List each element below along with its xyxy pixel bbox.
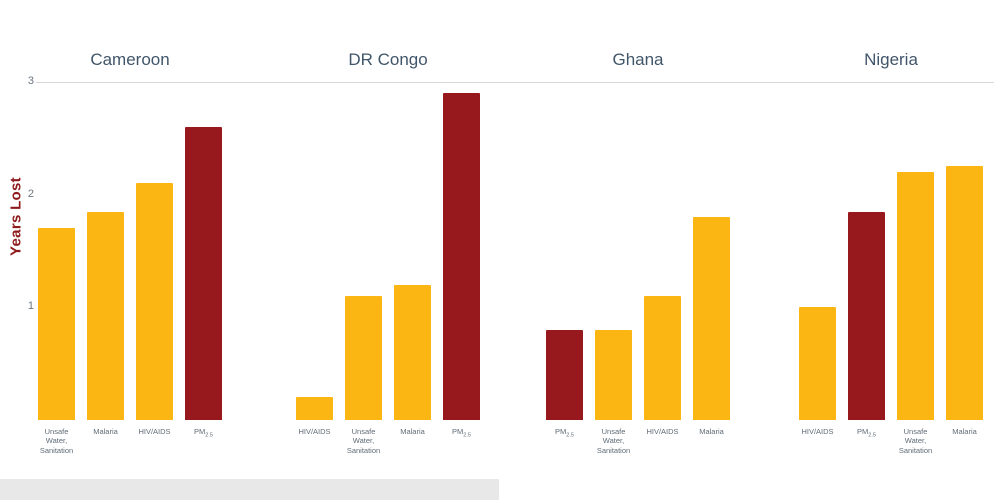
bar-label-malaria: Malaria xyxy=(93,427,118,436)
bar-pm2-5 xyxy=(443,93,480,420)
bar-label-unsafe-water-sanitation: Unsafe Water, Sanitation xyxy=(596,427,631,455)
bar-label-malaria: Malaria xyxy=(952,427,977,436)
country-group-dr-congo: DR Congo HIV/AIDS Unsafe Water, Sanitation… xyxy=(296,0,480,500)
bar-hiv-aids xyxy=(136,183,173,420)
country-title: DR Congo xyxy=(348,50,428,69)
bar-hiv-aids xyxy=(799,307,836,420)
country-group-nigeria: Nigeria HIV/AIDS PM2.5 Unsafe Water, Sanita… xyxy=(799,0,983,500)
bar-pm2-5 xyxy=(185,126,222,420)
bar-label-pm2-5: PM2.5 xyxy=(555,427,574,439)
footer-bar xyxy=(0,479,499,500)
bar-malaria xyxy=(394,284,431,420)
country-group-cameroon: Cameroon Unsafe Water, Sanitation Malaria H… xyxy=(38,0,222,500)
bar-label-unsafe-water-sanitation: Unsafe Water, Sanitation xyxy=(898,427,933,455)
country-title: Cameroon xyxy=(90,50,170,69)
bar-label-hiv-aids: HIV/AIDS xyxy=(801,427,834,436)
bar-hiv-aids xyxy=(644,296,681,420)
bar-malaria xyxy=(87,211,124,420)
bar-unsafe-water-sanitation xyxy=(595,329,632,420)
y-tick-3: 3 xyxy=(27,74,34,87)
y-tick-2: 2 xyxy=(27,187,34,200)
bar-label-pm2-5: PM2.5 xyxy=(857,427,876,439)
bar-label-pm2-5: PM2.5 xyxy=(194,427,213,439)
bar-label-malaria: Malaria xyxy=(699,427,724,436)
bar-label-hiv-aids: HIV/AIDS xyxy=(646,427,679,436)
bar-label-unsafe-water-sanitation: Unsafe Water, Sanitation xyxy=(39,427,74,455)
bars-row xyxy=(296,93,480,420)
bar-unsafe-water-sanitation xyxy=(897,172,934,420)
country-title: Nigeria xyxy=(864,50,918,69)
bar-label-pm2-5: PM2.5 xyxy=(452,427,471,439)
y-axis-label: Years Lost xyxy=(7,177,25,256)
bars-row xyxy=(546,217,730,420)
bar-label-hiv-aids: HIV/AIDS xyxy=(138,427,171,436)
gridline-3 xyxy=(36,81,994,83)
bar-label-malaria: Malaria xyxy=(400,427,425,436)
labels-row: HIV/AIDS PM2.5 Unsafe Water, Sanitation Mal… xyxy=(799,427,983,455)
bar-hiv-aids xyxy=(296,397,333,420)
bar-label-unsafe-water-sanitation: Unsafe Water, Sanitation xyxy=(346,427,381,455)
country-title: Ghana xyxy=(612,50,664,69)
y-tick-1: 1 xyxy=(27,300,34,313)
labels-row: HIV/AIDS Unsafe Water, Sanitation Malaria P… xyxy=(296,427,480,455)
country-group-ghana: Ghana PM2.5 Unsafe Water, Sanitation HIV/AI… xyxy=(546,0,730,500)
bar-unsafe-water-sanitation xyxy=(38,228,75,420)
bars-row xyxy=(799,166,983,420)
bar-unsafe-water-sanitation xyxy=(345,296,382,420)
bar-pm2-5 xyxy=(546,329,583,420)
labels-row: Unsafe Water, Sanitation Malaria HIV/AIDS P… xyxy=(38,427,222,455)
bars-row xyxy=(38,126,222,420)
bar-malaria xyxy=(693,217,730,420)
bar-malaria xyxy=(946,166,983,420)
bar-pm2-5 xyxy=(848,211,885,420)
bar-label-hiv-aids: HIV/AIDS xyxy=(298,427,331,436)
labels-row: PM2.5 Unsafe Water, Sanitation HIV/AIDS Mal… xyxy=(546,427,730,455)
